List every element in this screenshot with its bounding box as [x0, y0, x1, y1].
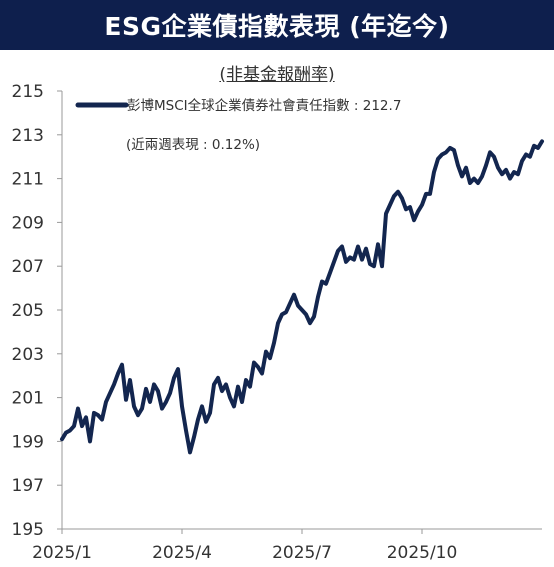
y-tick-label: 213 — [12, 126, 44, 146]
y-tick-label: 199 — [12, 432, 44, 452]
y-tick-label: 211 — [12, 170, 44, 190]
y-axis-ticks: 215 213 211 209 207 205 203 201 199 197 195 — [12, 82, 62, 540]
y-tick-label: 195 — [12, 520, 44, 540]
x-tick-label: 2025/10 — [387, 543, 458, 563]
y-tick-label: 209 — [12, 213, 44, 233]
y-tick-label: 207 — [12, 257, 44, 277]
y-tick-label: 205 — [12, 301, 44, 321]
y-tick-label: 203 — [12, 345, 44, 365]
x-tick-label: 2025/1 — [32, 543, 92, 563]
title-bar: ESG企業債指數表現 (年迄今) — [0, 0, 554, 50]
legend-label: 彭博MSCI全球企業債券社會責任指數 : 212.7 — [127, 97, 401, 114]
y-tick-label: 215 — [12, 82, 44, 102]
x-axis-ticks: 2025/1 2025/4 2025/7 2025/10 — [32, 529, 457, 563]
series-line — [60, 139, 544, 455]
chart-subtitle: (非基金報酬率) — [219, 65, 335, 85]
legend: 彭博MSCI全球企業債券社會責任指數 : 212.7 (近兩週表現 : 0.12… — [75, 97, 401, 153]
y-tick-label: 201 — [12, 389, 44, 409]
chart-subtitle-wrap: (非基金報酬率) — [0, 60, 554, 85]
chart-title: ESG企業債指數表現 (年迄今) — [104, 12, 450, 41]
x-tick-label: 2025/7 — [272, 543, 332, 563]
y-tick-label: 197 — [12, 476, 44, 496]
x-tick-label: 2025/4 — [152, 543, 212, 563]
legend-note: (近兩週表現 : 0.12%) — [126, 137, 260, 153]
